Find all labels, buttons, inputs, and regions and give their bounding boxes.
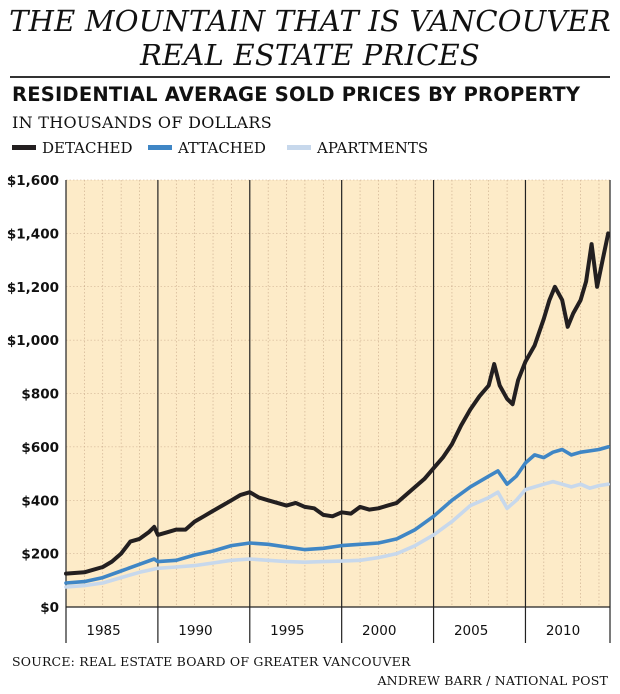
legend-label-apartments: APARTMENTS <box>317 139 429 157</box>
y-tick-label: $400 <box>21 493 59 509</box>
x-tick-label: 1995 <box>270 623 304 639</box>
legend-swatch-apartments <box>287 144 311 150</box>
y-tick-label: $600 <box>21 440 59 456</box>
legend-item-attached: ATTACHED <box>148 139 266 157</box>
title-divider <box>10 76 610 78</box>
chart-title-line-1: THE MOUNTAIN THAT IS VANCOUVER <box>9 4 611 38</box>
legend-item-apartments: APARTMENTS <box>287 139 428 157</box>
chart-subtitle: RESIDENTIAL AVERAGE SOLD PRICES BY PROPE… <box>12 83 581 106</box>
x-tick-label: 2010 <box>546 623 580 639</box>
y-tick-label: $200 <box>21 547 59 563</box>
y-tick-label: $800 <box>21 387 59 403</box>
legend-swatch-detached <box>12 144 36 150</box>
y-tick-label: $1,000 <box>7 333 59 349</box>
y-tick-label: $1,400 <box>7 226 59 242</box>
legend-swatch-attached <box>148 144 172 150</box>
x-tick-label: 1990 <box>178 623 212 639</box>
legend-label-detached: DETACHED <box>42 139 133 157</box>
legend-item-detached: DETACHED <box>12 139 133 157</box>
legend-label-attached: ATTACHED <box>178 139 266 157</box>
source-note: SOURCE: REAL ESTATE BOARD OF GREATER VAN… <box>12 654 411 669</box>
chart-title-line-2: REAL ESTATE PRICES <box>140 38 480 72</box>
attached-series-line <box>64 445 610 585</box>
y-tick-label: $1,600 <box>7 173 59 189</box>
apartments-series-line <box>64 479 610 589</box>
y-tick-label: $1,200 <box>7 280 59 296</box>
credit-note: ANDREW BARR / NATIONAL POST <box>377 673 608 688</box>
units-label: IN THOUSANDS OF DOLLARS <box>12 113 272 132</box>
y-tick-label: $0 <box>40 600 59 616</box>
detached-series-line <box>64 231 611 576</box>
x-tick-label: 2000 <box>362 623 396 639</box>
x-tick-label: 1985 <box>86 623 120 639</box>
x-tick-label: 2005 <box>454 623 488 639</box>
